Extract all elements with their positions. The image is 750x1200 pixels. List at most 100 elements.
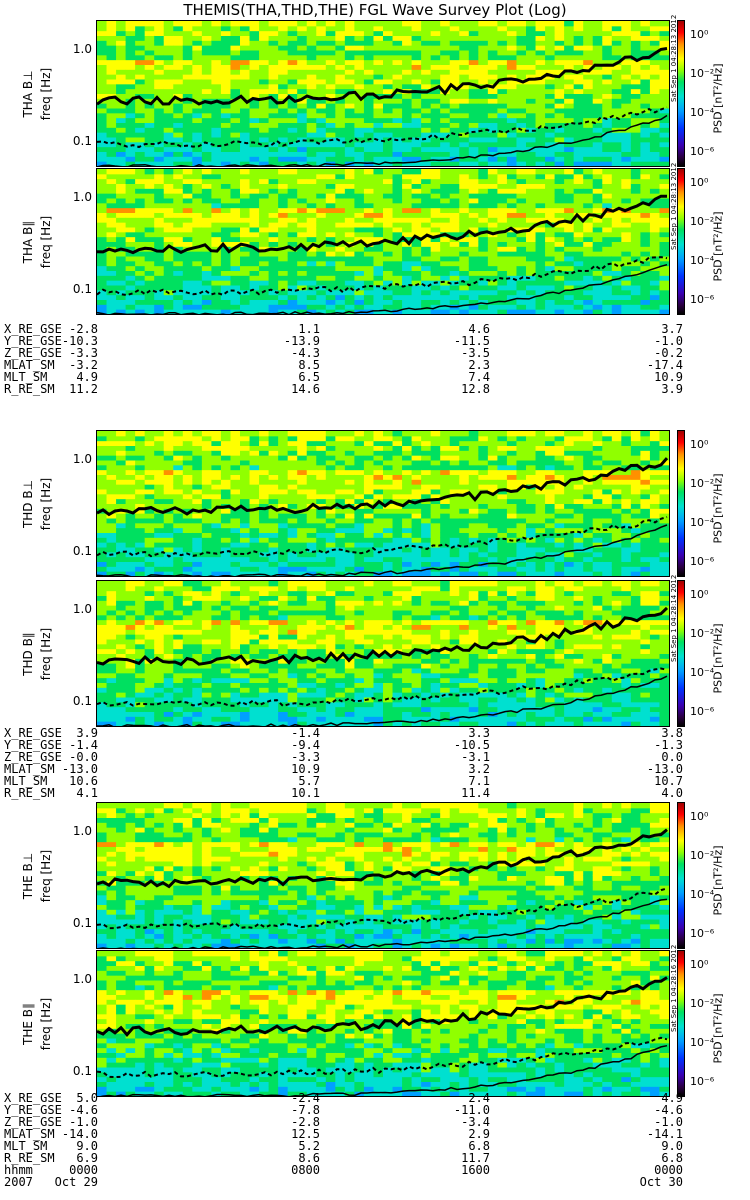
spectrogram-cell [535, 151, 546, 157]
spectrogram-cell [430, 151, 441, 157]
spectrogram-cell [125, 435, 136, 442]
spectrogram-cell [430, 173, 441, 180]
spectrogram-cell [144, 146, 155, 152]
spectrogram-cell [478, 50, 489, 56]
spectrogram-cell [354, 469, 365, 475]
spectrogram-cell [430, 551, 441, 558]
spectrogram-cell [287, 193, 298, 199]
spectrogram-cell [478, 54, 489, 61]
spectrogram-cell [659, 256, 669, 262]
spectrogram-cell [249, 489, 260, 495]
spectrogram-cell [421, 455, 432, 461]
spectrogram-cell [201, 484, 212, 490]
spectrogram-cell [249, 309, 260, 314]
spectrogram-cell [497, 30, 508, 36]
spectrogram-cell [116, 146, 127, 152]
colorbar-tick: 10⁰ [690, 28, 709, 41]
spectrogram-cell [640, 212, 651, 218]
spectrogram-cell [440, 217, 451, 223]
spectrogram-cell [192, 518, 203, 524]
spectrogram-cell [421, 489, 432, 495]
spectrogram-cell [573, 265, 584, 271]
spectrogram-cell [621, 64, 632, 70]
spectrogram-cell [163, 21, 174, 27]
spectrogram-cell [545, 212, 556, 218]
spectrogram-cell [325, 108, 336, 114]
spectrogram-cell [430, 222, 441, 228]
spectrogram-cell [373, 198, 384, 204]
spectrogram-cell [306, 440, 317, 446]
spectrogram-cell [392, 551, 403, 558]
spectrogram-cell [125, 217, 136, 223]
spectrogram-cell [516, 522, 527, 529]
spectrogram-cell [220, 260, 231, 267]
spectrogram-cell [573, 222, 584, 228]
spectrogram-cell [459, 222, 470, 228]
spectrogram-cell [97, 64, 108, 70]
spectrogram-cell [106, 137, 117, 143]
spectrogram-cell [583, 117, 594, 123]
spectrogram-cell [182, 241, 193, 247]
spectrogram-cell [392, 285, 403, 291]
spectrogram-cell [487, 256, 498, 262]
spectrogram-cell [106, 212, 117, 218]
spectrogram-cell [573, 251, 584, 257]
spectrogram-cell [630, 156, 641, 162]
spectrogram-cell [344, 435, 355, 442]
spectrogram-cell [373, 285, 384, 291]
spectrogram-cell [421, 59, 432, 65]
spectrogram-cell [259, 474, 270, 480]
spectrogram-cell [411, 79, 422, 85]
spectrogram-cell [135, 571, 146, 576]
spectrogram-cell [106, 146, 117, 152]
spectrogram-cell [335, 30, 346, 36]
spectrogram-cell [154, 265, 165, 271]
spectrogram-cell [135, 127, 146, 133]
spectrogram-cell [373, 69, 384, 75]
spectrogram-cell [392, 212, 403, 218]
spectrogram-cell [268, 25, 279, 32]
spectrogram-cell [392, 484, 403, 490]
spectrogram-cell [440, 455, 451, 461]
spectrogram-cell [459, 103, 470, 109]
spectrogram-cell [392, 146, 403, 152]
spectrogram-cell [325, 460, 336, 466]
spectrogram-cell [402, 108, 413, 114]
spectrogram-cell [240, 83, 251, 90]
spectrogram-cell [649, 207, 660, 213]
spectrogram-cell [125, 231, 136, 238]
spectrogram-cell [449, 212, 460, 218]
spectrogram-cell [497, 183, 508, 189]
spectrogram-cell [268, 88, 279, 94]
spectrogram-cell [106, 222, 117, 228]
spectrogram-cell [344, 236, 355, 242]
spectrogram-cell [297, 450, 308, 456]
spectrogram-cell [554, 132, 565, 138]
spectrogram-cell [316, 285, 327, 291]
spectrogram-cell [335, 54, 346, 61]
spectrogram-cell [344, 30, 355, 36]
spectrogram-cell [116, 122, 127, 128]
spectrogram-cell [526, 246, 537, 252]
spectrogram-cell [402, 178, 413, 184]
spectrogram-cell [249, 98, 260, 104]
spectrogram-cell [125, 299, 136, 305]
spectrogram-cell [487, 207, 498, 213]
spectrogram-cell [240, 202, 251, 209]
spectrogram-cell [468, 270, 479, 276]
spectrogram-cell [173, 178, 184, 184]
spectrogram-cell [211, 40, 222, 46]
spectrogram-cell [621, 299, 632, 305]
spectrogram-cell [306, 265, 317, 271]
spectrogram-cell [506, 542, 517, 548]
spectrogram-cell [611, 64, 622, 70]
spectrogram-cell [506, 260, 517, 267]
spectrogram-cell [392, 508, 403, 514]
spectrogram-cell [135, 566, 146, 572]
spectrogram-cell [640, 198, 651, 204]
spectrogram-cell [240, 251, 251, 257]
spectrogram-cell [497, 294, 508, 300]
spectrogram-cell [316, 112, 327, 119]
spectrogram-cell [487, 450, 498, 456]
spectrogram-cell [325, 542, 336, 548]
